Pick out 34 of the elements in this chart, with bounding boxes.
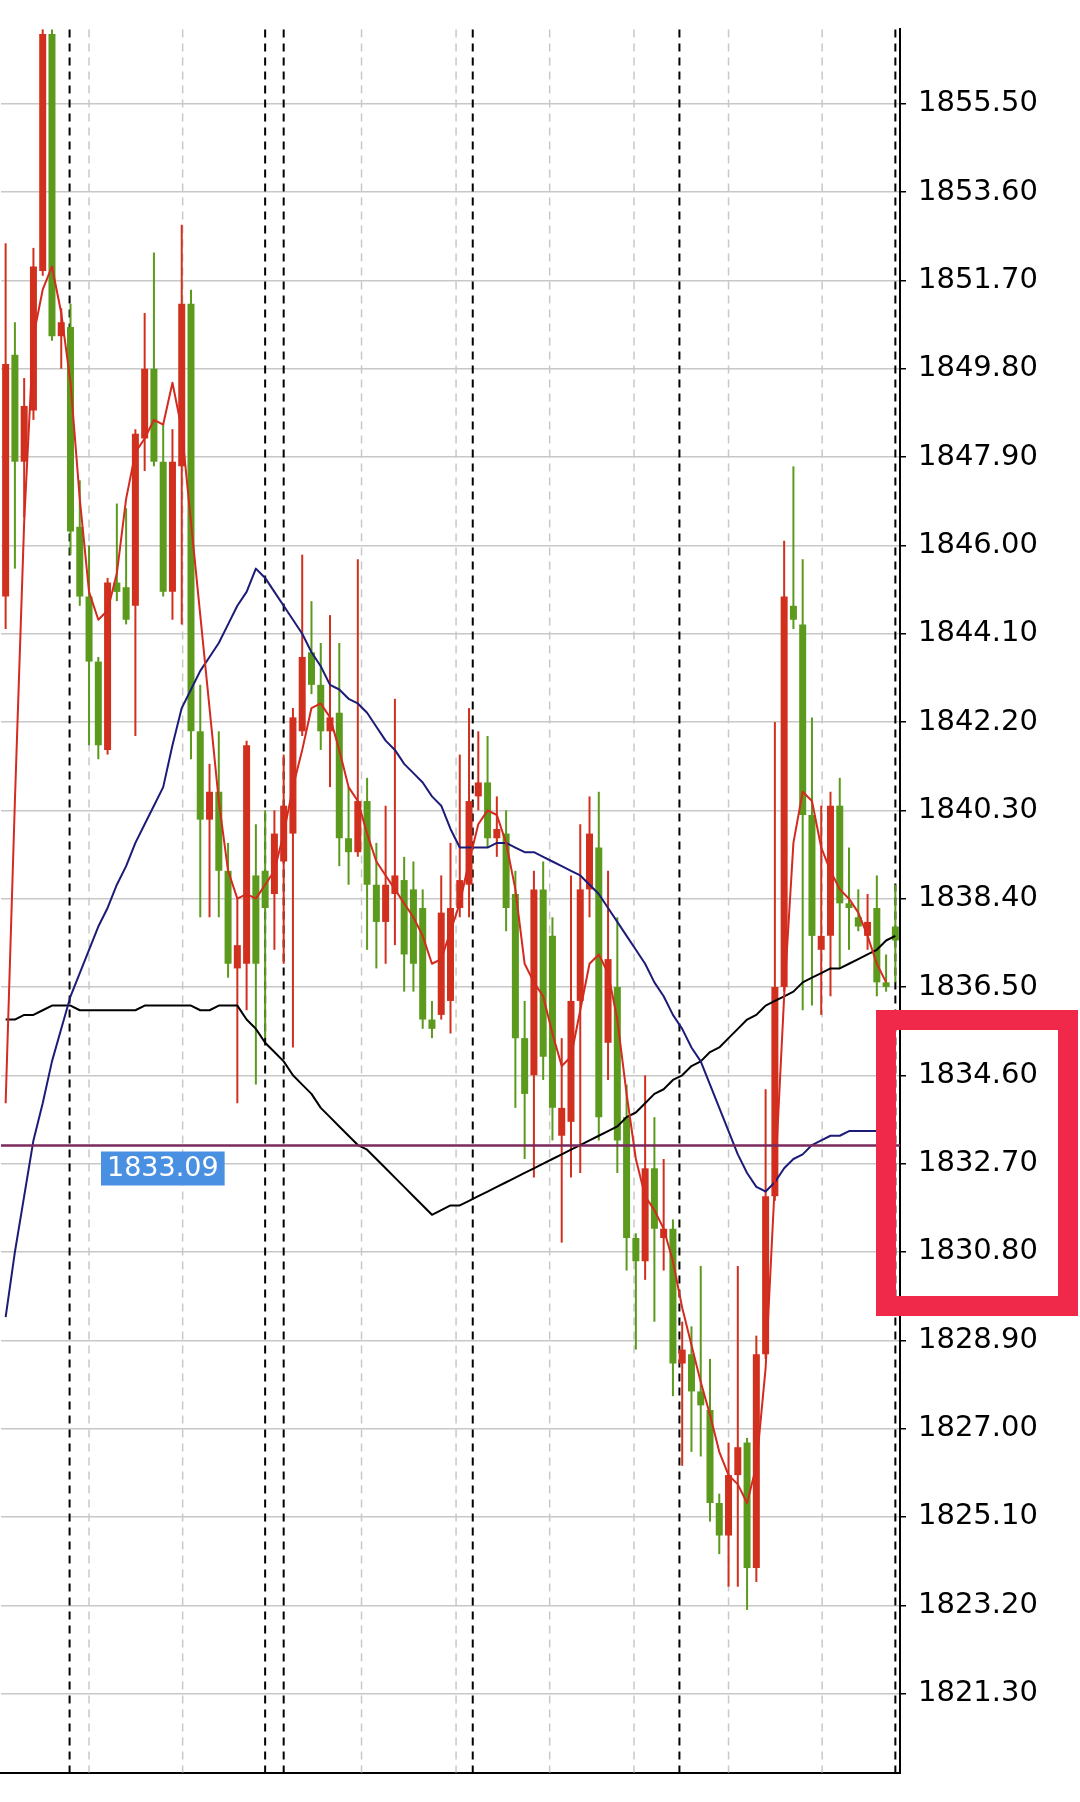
y-tick-label: 1825.10 [918,1497,1038,1532]
y-tick-label: 1844.10 [918,614,1038,649]
candlestick [882,953,890,993]
candlestick [493,795,501,858]
y-tick-label: 1823.20 [918,1585,1038,1620]
y-tick-label: 1830.80 [918,1232,1038,1267]
y-tick-label: 1853.60 [918,172,1038,207]
candlestick [789,465,797,631]
candlestick [697,1264,705,1458]
y-tick-label: 1840.30 [918,790,1038,825]
y-tick-label: 1842.20 [918,702,1038,737]
candlestick [854,888,862,933]
y-tick-label: 1827.00 [918,1409,1038,1444]
candlestick [233,897,241,1105]
candlestick [474,730,482,812]
y-tick-label: 1834.60 [918,1055,1038,1090]
candlestick [891,883,899,984]
candlestick [345,786,353,886]
y-tick-label: 1847.90 [918,437,1038,472]
y-tick-label: 1821.30 [918,1674,1038,1709]
y-tick-label: 1851.70 [918,260,1038,295]
y-tick-label: 1832.70 [918,1144,1038,1179]
candlestick [632,1232,640,1351]
candlestick [678,1320,686,1467]
y-tick-label: 1846.00 [918,525,1038,560]
y-tick-label: 1838.40 [918,879,1038,914]
candlestick [845,846,853,951]
candlestick [428,999,436,1040]
candlestick [817,804,825,1016]
y-tick-label: 1836.50 [918,967,1038,1002]
y-tick-label: 1849.80 [918,349,1038,384]
y-tick-label: 1828.90 [918,1320,1038,1355]
y-tick-label: 1855.50 [918,84,1038,119]
ref-line-label: 1833.09 [107,1150,219,1182]
